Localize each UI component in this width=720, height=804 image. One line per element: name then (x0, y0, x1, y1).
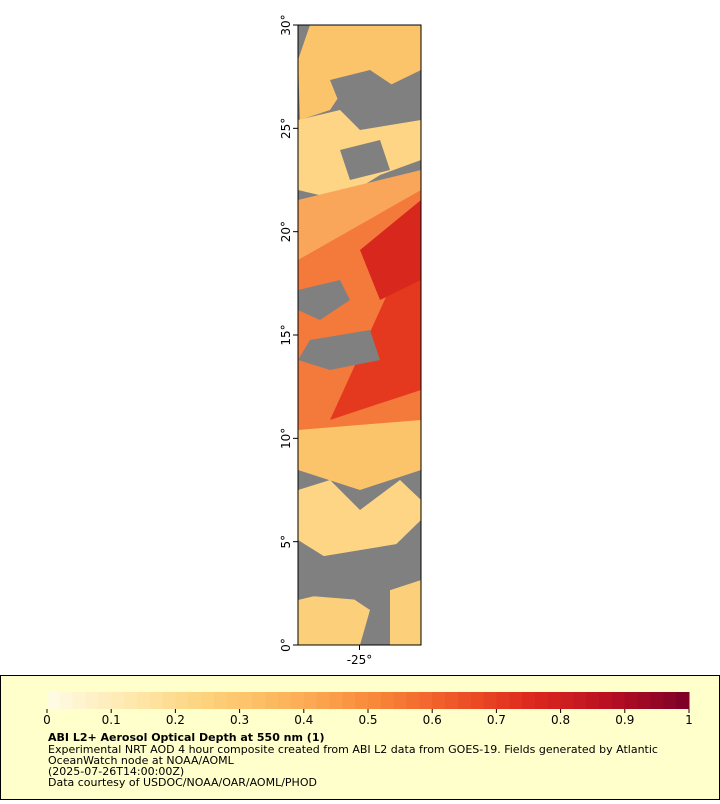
colorbar-segment (624, 692, 639, 709)
colorbar-segment (342, 692, 356, 709)
caption-line: (2025-07-26T14:00:00Z) (48, 765, 184, 778)
colorbar-tick-label: 0.2 (166, 713, 185, 727)
colorbar-segment (162, 692, 176, 709)
y-tick-label: 15° (279, 324, 293, 345)
colorbar-segment (252, 692, 266, 709)
colorbar-segment (149, 692, 164, 709)
colorbar-tick-label: 0.1 (102, 713, 121, 727)
colorbar-segment (47, 692, 61, 709)
colorbar-segment (534, 692, 549, 709)
colorbar-segment (213, 692, 228, 709)
colorbar-segment (483, 692, 497, 709)
colorbar-segment (445, 692, 459, 709)
colorbar-tick-label: 0.9 (615, 713, 634, 727)
y-tick-label: 25° (279, 118, 293, 139)
colorbar-tick-label: 0.7 (487, 713, 506, 727)
y-tick-label: 0° (279, 638, 293, 652)
colorbar-segment (316, 692, 330, 709)
colorbar-segment (226, 692, 241, 709)
colorbar-segment (393, 692, 408, 709)
colorbar-segment (188, 692, 202, 709)
colorbar-segment (599, 692, 613, 709)
colorbar-segment (290, 692, 305, 709)
colorbar-segment (265, 692, 279, 709)
colorbar-segment (380, 692, 395, 709)
colorbar-tick-label: 0 (43, 713, 51, 727)
y-tick-label: 20° (279, 221, 293, 242)
aod-raster (298, 25, 421, 645)
caption-title: ABI L2+ Aerosol Optical Depth at 550 nm … (48, 731, 325, 744)
colorbar-segment (573, 692, 587, 709)
colorbar-segment (637, 692, 651, 709)
colorbar-segment (586, 692, 600, 709)
colorbar-segment (496, 692, 510, 709)
colorbar-segment (175, 692, 189, 709)
colorbar-segment (72, 692, 87, 709)
colorbar-segment (303, 692, 318, 709)
colorbar-tick-label: 0.8 (551, 713, 570, 727)
colorbar-segment (239, 692, 253, 709)
colorbar-segment (676, 692, 690, 709)
colorbar-segment (470, 692, 485, 709)
colorbar-segment (98, 692, 112, 709)
y-tick-label: 10° (279, 428, 293, 449)
colorbar-segment (663, 692, 677, 709)
colorbar-segment (368, 692, 382, 709)
colorbar-segment (201, 692, 215, 709)
colorbar-segment (124, 692, 138, 709)
colorbar-segment (522, 692, 536, 709)
colorbar-tick-label: 0.3 (230, 713, 249, 727)
colorbar-segment (560, 692, 574, 709)
colorbar-segment (432, 692, 446, 709)
colorbar-tick-label: 1 (685, 713, 693, 727)
colorbar-segment (457, 692, 472, 709)
colorbar-tick-label: 0.4 (294, 713, 313, 727)
colorbar-segment (355, 692, 369, 709)
colorbar-segment (111, 692, 125, 709)
colorbar-segment (85, 692, 99, 709)
colorbar-segment (59, 692, 74, 709)
colorbar-segment (547, 692, 562, 709)
y-tick-label: 5° (279, 535, 293, 549)
colorbar-segment (650, 692, 664, 709)
colorbar-segment (611, 692, 626, 709)
y-tick-label: 30° (279, 14, 293, 35)
colorbar-segment (509, 692, 523, 709)
colorbar-segment (329, 692, 343, 709)
colorbar-segment (406, 692, 420, 709)
colorbar-tick-label: 0.5 (358, 713, 377, 727)
x-tick-label: -25° (347, 653, 373, 667)
colorbar-segment (419, 692, 433, 709)
caption-line: Experimental NRT AOD 4 hour composite cr… (48, 743, 658, 756)
colorbar-tick-label: 0.6 (423, 713, 442, 727)
caption-line: Data courtesy of USDOC/NOAA/OAR/AOML/PHO… (48, 776, 317, 789)
caption-line: OceanWatch node at NOAA/AOML (48, 754, 235, 767)
colorbar-segment (278, 692, 292, 709)
colorbar-segment (136, 692, 151, 709)
